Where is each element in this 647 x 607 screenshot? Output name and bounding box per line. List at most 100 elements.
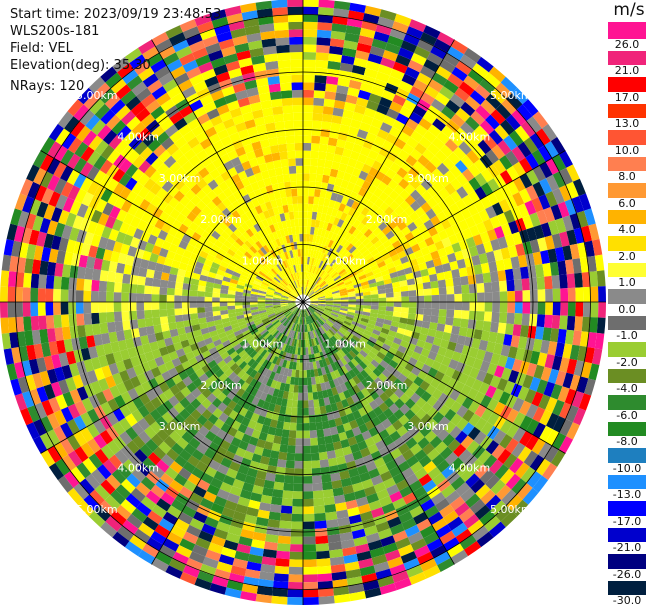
velocity-gate [562, 372, 574, 389]
velocity-gate [321, 389, 329, 399]
velocity-gate [306, 288, 310, 296]
velocity-gate [144, 317, 154, 327]
velocity-gate [214, 568, 231, 580]
velocity-gate [342, 446, 353, 456]
velocity-gate [248, 191, 257, 201]
velocity-gate [328, 199, 336, 209]
velocity-gate [162, 538, 180, 552]
velocity-gate [471, 379, 483, 392]
velocity-gate [393, 138, 407, 150]
velocity-gate [97, 378, 110, 392]
velocity-gate [267, 312, 276, 318]
velocity-gate [198, 425, 210, 437]
velocity-gate [328, 328, 336, 336]
velocity-gate [73, 104, 90, 121]
velocity-gate [362, 291, 371, 296]
velocity-gate [338, 408, 347, 418]
velocity-gate [238, 407, 248, 417]
velocity-gate [317, 293, 325, 298]
velocity-gate [229, 461, 241, 472]
velocity-gate [151, 294, 160, 302]
velocity-gate [232, 510, 247, 522]
velocity-gate [317, 573, 333, 582]
velocity-gate [184, 403, 196, 415]
velocity-gate [425, 384, 437, 396]
velocity-gate [540, 339, 550, 354]
velocity-gate [191, 205, 202, 217]
velocity-gate [300, 279, 303, 287]
velocity-gate [410, 461, 424, 474]
velocity-gate [278, 315, 286, 322]
velocity-gate [311, 322, 316, 331]
velocity-gate [387, 266, 397, 274]
velocity-gate [272, 303, 281, 306]
velocity-gate [255, 77, 269, 88]
velocity-gate [80, 427, 94, 443]
velocity-gate [136, 372, 148, 385]
velocity-gate [482, 321, 492, 332]
velocity-gate [217, 359, 227, 369]
velocity-gate [313, 368, 319, 377]
velocity-gate [348, 583, 365, 594]
velocity-gate [355, 267, 364, 275]
velocity-gate [307, 384, 313, 393]
velocity-gate [83, 93, 100, 110]
velocity-gate [243, 313, 252, 318]
velocity-gate [246, 126, 258, 137]
velocity-gate [287, 445, 296, 454]
velocity-gate [297, 407, 303, 416]
velocity-gate [352, 184, 362, 194]
velocity-gate [312, 338, 317, 346]
velocity-gate [515, 347, 526, 361]
velocity-gate [356, 129, 369, 140]
velocity-gate [344, 214, 353, 224]
velocity-gate [99, 429, 113, 445]
velocity-gate [218, 181, 229, 192]
velocity-gate [337, 131, 349, 141]
velocity-gate [326, 450, 337, 460]
velocity-gate [363, 267, 373, 275]
velocity-gate [172, 39, 189, 53]
velocity-gate [360, 336, 369, 344]
velocity-gate [485, 93, 502, 110]
velocity-gate [322, 324, 329, 332]
velocity-gate [213, 528, 229, 540]
velocity-gate [365, 461, 377, 472]
velocity-gate [490, 109, 506, 125]
velocity-gate [322, 313, 330, 319]
velocity-gate [462, 228, 473, 240]
velocity-gate [303, 165, 311, 174]
velocity-gate [391, 281, 401, 288]
velocity-gate [550, 204, 563, 221]
velocity-gate [56, 250, 66, 265]
velocity-gate [310, 303, 318, 306]
velocity-gate [220, 244, 230, 253]
velocity-gate [416, 295, 425, 302]
velocity-gate [547, 220, 560, 236]
velocity-gate [368, 500, 382, 511]
velocity-gate [404, 398, 416, 410]
velocity-gate [268, 137, 279, 147]
velocity-gate [236, 50, 251, 61]
velocity-gate [542, 462, 558, 481]
velocity-gate [308, 257, 313, 265]
velocity-gate [252, 342, 261, 351]
velocity-gate [204, 516, 219, 529]
range-label: 1.00km [242, 255, 284, 268]
velocity-gate [387, 220, 398, 231]
velocity-gate [436, 323, 446, 332]
velocity-gate [323, 273, 330, 281]
velocity-gate [250, 256, 258, 264]
velocity-gate [307, 316, 312, 324]
velocity-gate [450, 39, 468, 55]
velocity-gate [320, 315, 328, 322]
velocity-gate [221, 207, 232, 218]
velocity-gate [280, 302, 288, 305]
velocity-gate [208, 151, 220, 163]
velocity-gate [495, 259, 505, 272]
velocity-gate [333, 298, 341, 301]
velocity-gate [255, 124, 267, 134]
velocity-gate [532, 165, 546, 182]
velocity-gate [190, 278, 200, 286]
velocity-gate [407, 372, 418, 383]
